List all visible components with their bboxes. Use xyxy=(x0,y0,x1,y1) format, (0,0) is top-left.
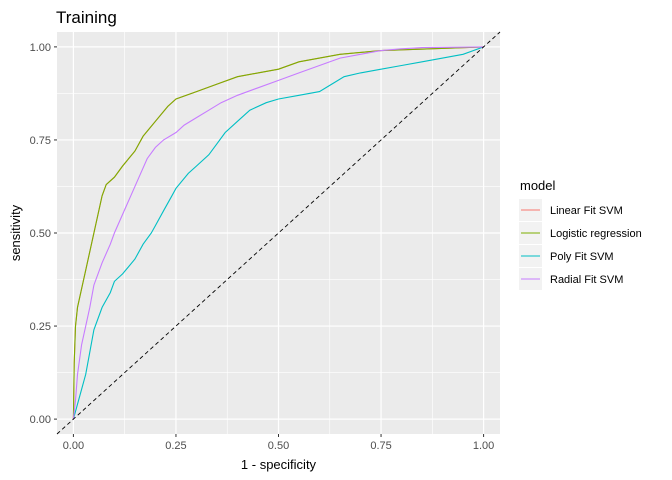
legend-label: Logistic regression xyxy=(550,228,642,240)
x-tick-label: 0.25 xyxy=(165,440,186,452)
y-tick-label: 0.75 xyxy=(30,135,51,147)
legend-label: Poly Fit SVM xyxy=(550,251,614,263)
y-axis-title: sensitivity xyxy=(8,204,23,261)
series-layer xyxy=(72,46,484,420)
series-line-poly-fit-svm xyxy=(72,46,484,420)
legend: model Linear Fit SVM Logistic regression P… xyxy=(519,178,642,290)
x-axis-title: 1 - specificity xyxy=(241,457,317,472)
x-tick-label: 1.00 xyxy=(473,440,494,452)
reference-diagonal-line xyxy=(56,31,501,435)
x-tick-label: 0.75 xyxy=(370,440,391,452)
y-tick-label: 0.50 xyxy=(30,228,51,240)
x-tick-label: 0.00 xyxy=(63,440,84,452)
x-axis-ticks: 0.00 0.25 0.50 0.75 1.00 xyxy=(63,434,494,452)
legend-title: model xyxy=(520,178,556,193)
y-tick-label: 0.25 xyxy=(30,321,51,333)
grid-major xyxy=(57,32,500,434)
series-line-logistic-regression xyxy=(72,46,484,420)
y-tick-label: 1.00 xyxy=(30,42,51,54)
y-tick-label: 0.00 xyxy=(30,414,51,426)
legend-label: Radial Fit SVM xyxy=(550,274,623,286)
legend-label: Linear Fit SVM xyxy=(550,205,623,217)
x-tick-label: 0.50 xyxy=(268,440,289,452)
y-axis-ticks: 0.00 0.25 0.50 0.75 1.00 xyxy=(30,42,57,426)
series-line-radial-fit-svm xyxy=(72,46,484,420)
chart-title: Training xyxy=(56,8,117,27)
